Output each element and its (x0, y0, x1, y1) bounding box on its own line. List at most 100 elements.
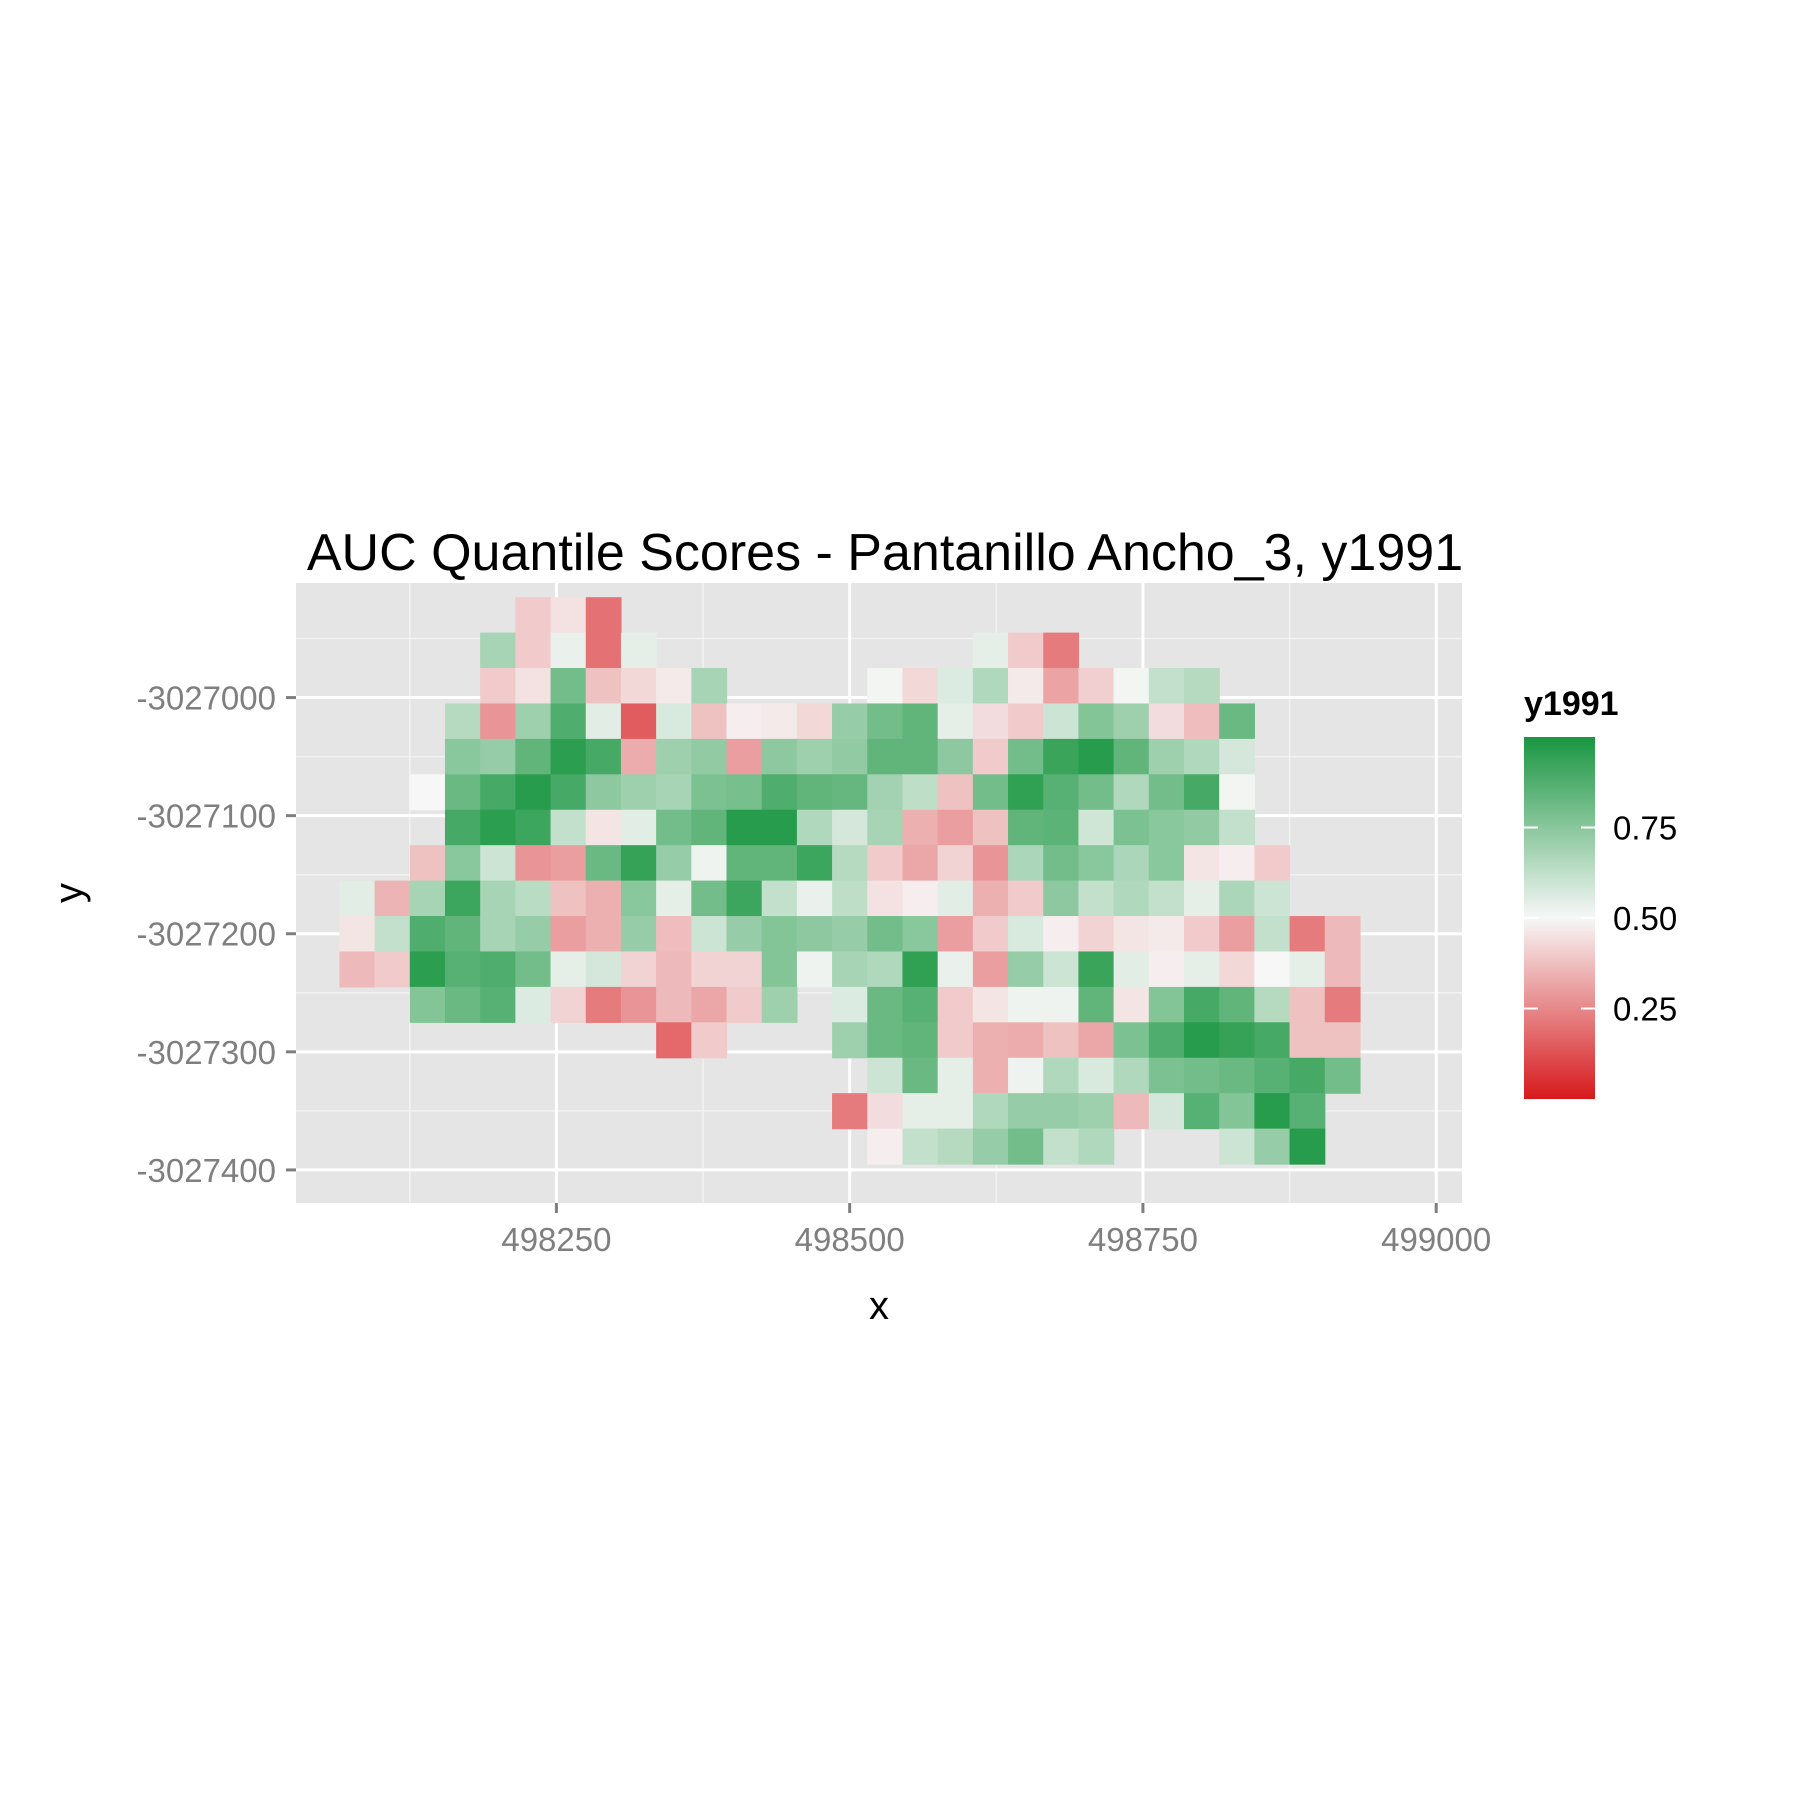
heatmap-cell (937, 1128, 974, 1165)
heatmap-cell (972, 668, 1009, 705)
heatmap-cell (1078, 668, 1115, 705)
heatmap-cell (902, 1057, 939, 1094)
heatmap-cell (620, 738, 657, 775)
heatmap-cell (832, 916, 868, 953)
heatmap-cell (1043, 703, 1080, 740)
heatmap-cell (1183, 1057, 1220, 1094)
heatmap-cell (761, 986, 798, 1023)
heatmap-cell (1043, 951, 1080, 988)
heatmap-cell (796, 703, 833, 740)
heatmap-cell (691, 951, 728, 988)
heatmap-cell (1078, 738, 1115, 775)
heatmap-cell (937, 668, 974, 705)
heatmap-cell (1113, 668, 1150, 705)
heatmap-cell (972, 1128, 1009, 1165)
heatmap-cell (1254, 1128, 1291, 1165)
heatmap-cell (1219, 738, 1255, 775)
heatmap-cell (620, 880, 657, 917)
heatmap-cell (972, 738, 1009, 775)
heatmap-cell (1148, 809, 1185, 846)
heatmap-cell (480, 703, 516, 740)
heatmap-cell (1148, 703, 1185, 740)
heatmap-cell (585, 774, 622, 811)
heatmap-cell (1324, 951, 1361, 988)
heatmap-cell (902, 845, 939, 882)
heatmap-cell (409, 951, 446, 988)
heatmap-cell (1254, 1093, 1291, 1130)
heatmap-cell (867, 880, 904, 917)
heatmap-cell (1183, 1022, 1220, 1059)
heatmap-cell (409, 916, 446, 953)
chart-title: AUC Quantile Scores - Pantanillo Ancho_3… (307, 524, 1463, 582)
x-tick-label: 498750 (1088, 1221, 1198, 1258)
heatmap-cell (1008, 774, 1044, 811)
heatmap-cell (550, 668, 587, 705)
heatmap-cell (1078, 986, 1115, 1023)
heatmap-cell (1078, 1057, 1115, 1094)
heatmap-cell (1043, 1057, 1080, 1094)
heatmap-cell (1078, 845, 1115, 882)
heatmap-cell (1183, 916, 1220, 953)
heatmap-cell (1008, 1057, 1044, 1094)
heatmap-cell (1008, 951, 1044, 988)
heatmap-cell (1254, 880, 1291, 917)
heatmap-cell (1008, 845, 1044, 882)
heatmap-cell (444, 951, 481, 988)
heatmap-cell (1183, 845, 1220, 882)
heatmap-cell (867, 738, 904, 775)
heatmap-cell (761, 774, 798, 811)
heatmap-cell (1043, 738, 1080, 775)
heatmap-cell (867, 809, 904, 846)
heatmap-cell (1183, 703, 1220, 740)
heatmap-cell (1183, 809, 1220, 846)
heatmap-cell (1254, 845, 1291, 882)
x-tick-label: 499000 (1381, 1221, 1491, 1258)
heatmap-cell (1254, 986, 1291, 1023)
legend-label: 0.75 (1613, 810, 1677, 847)
heatmap-cell (515, 668, 552, 705)
heatmap-cell (832, 880, 868, 917)
heatmap-cell (515, 774, 552, 811)
heatmap-cell (444, 774, 481, 811)
heatmap-cell (1043, 1128, 1080, 1165)
heatmap-cell (902, 809, 939, 846)
heatmap-cell (480, 951, 516, 988)
heatmap-cell (796, 809, 833, 846)
heatmap-cell (691, 668, 728, 705)
heatmap-cell (585, 809, 622, 846)
heatmap-cell (937, 809, 974, 846)
heatmap-cell (656, 986, 692, 1023)
heatmap-cell (550, 951, 587, 988)
heatmap-cell (1324, 986, 1361, 1023)
heatmap-cell (444, 809, 481, 846)
heatmap-cell (691, 809, 728, 846)
heatmap-cell (444, 845, 481, 882)
heatmap-cell (972, 1022, 1009, 1059)
heatmap-cell (339, 880, 376, 917)
heatmap-cell (656, 880, 692, 917)
heatmap-cell (726, 916, 763, 953)
heatmap-cell (1219, 774, 1255, 811)
heatmap-cell (832, 703, 868, 740)
heatmap-cell (1113, 774, 1150, 811)
heatmap-cell (480, 774, 516, 811)
heatmap-cell (585, 738, 622, 775)
heatmap-cell (726, 986, 763, 1023)
heatmap-cell (1289, 986, 1326, 1023)
heatmap-cell (796, 845, 833, 882)
heatmap-cell (1113, 916, 1150, 953)
heatmap-cell (550, 632, 587, 669)
heatmap-cell (1148, 986, 1185, 1023)
heatmap-cell (761, 880, 798, 917)
heatmap-cell (1043, 880, 1080, 917)
heatmap-cell (444, 986, 481, 1023)
heatmap-cell (832, 951, 868, 988)
heatmap-cell (972, 1057, 1009, 1094)
heatmap-cell (656, 668, 692, 705)
heatmap-cell (902, 774, 939, 811)
heatmap-cell (1078, 1022, 1115, 1059)
heatmap-cell (620, 845, 657, 882)
heatmap-cell (480, 845, 516, 882)
heatmap-cell (480, 809, 516, 846)
heatmap-cell (1219, 951, 1255, 988)
